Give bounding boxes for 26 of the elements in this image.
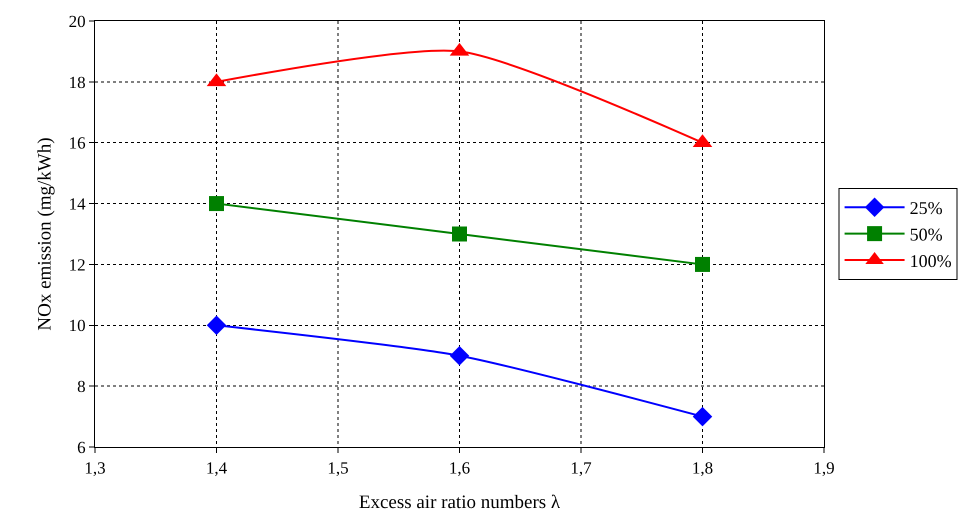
point bbox=[695, 256, 710, 272]
point bbox=[450, 346, 470, 366]
y-axis-title: NOx emission (mg/kWh) bbox=[34, 137, 56, 331]
point bbox=[206, 316, 226, 336]
y-tick-label: 12 bbox=[68, 255, 86, 274]
y-tick-label: 6 bbox=[77, 438, 86, 457]
point bbox=[452, 226, 467, 242]
x-tick-label: 1,3 bbox=[84, 458, 106, 478]
y-tick-label: 10 bbox=[68, 316, 86, 336]
x-tick-label: 1,9 bbox=[813, 458, 835, 478]
y-tick-label: 18 bbox=[68, 72, 86, 92]
legend-label: 100% bbox=[910, 251, 952, 272]
y-tick-label: 16 bbox=[68, 134, 86, 153]
point bbox=[692, 406, 712, 426]
y-tick-label: 8 bbox=[77, 377, 86, 396]
y-tick-label: 20 bbox=[68, 12, 86, 31]
y-tick-label: 14 bbox=[68, 194, 86, 214]
x-axis-title: Excess air ratio numbers λ bbox=[358, 492, 561, 514]
x-tick-label: 1,5 bbox=[327, 458, 349, 478]
x-tick-label: 1,8 bbox=[692, 458, 714, 478]
point bbox=[209, 196, 224, 212]
x-tick-label: 1,7 bbox=[570, 458, 592, 478]
legend-label: 25% bbox=[910, 198, 943, 218]
x-tick-label: 1,6 bbox=[448, 458, 470, 478]
legend-label: 50% bbox=[910, 224, 943, 245]
x-tick-label: 1,4 bbox=[206, 458, 228, 478]
